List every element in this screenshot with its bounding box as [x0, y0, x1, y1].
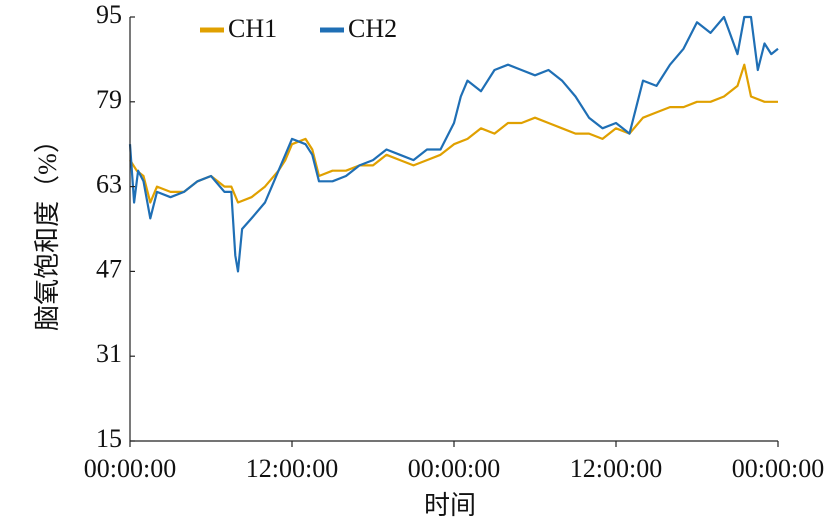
x-tick-label: 00:00:00 — [408, 454, 500, 483]
y-tick-label: 63 — [96, 170, 122, 199]
legend-label: CH1 — [228, 14, 277, 43]
y-tick-label: 31 — [96, 339, 122, 368]
y-tick-label: 95 — [96, 0, 122, 29]
y-tick-label: 47 — [96, 254, 122, 283]
y-tick-label: 79 — [96, 85, 122, 114]
x-axis-label: 时间 — [424, 491, 476, 520]
data-line — [128, 15, 779, 273]
x-tick-label: 12:00:00 — [246, 454, 338, 483]
data-line — [129, 63, 778, 204]
legend-label: CH2 — [348, 14, 397, 43]
x-tick-label: 00:00:00 — [84, 454, 176, 483]
x-tick-label: 00:00:00 — [732, 454, 824, 483]
y-axis-label: 脑氧饱和度（%） — [33, 127, 62, 331]
y-tick-label: 15 — [96, 424, 122, 453]
x-tick-label: 12:00:00 — [570, 454, 662, 483]
